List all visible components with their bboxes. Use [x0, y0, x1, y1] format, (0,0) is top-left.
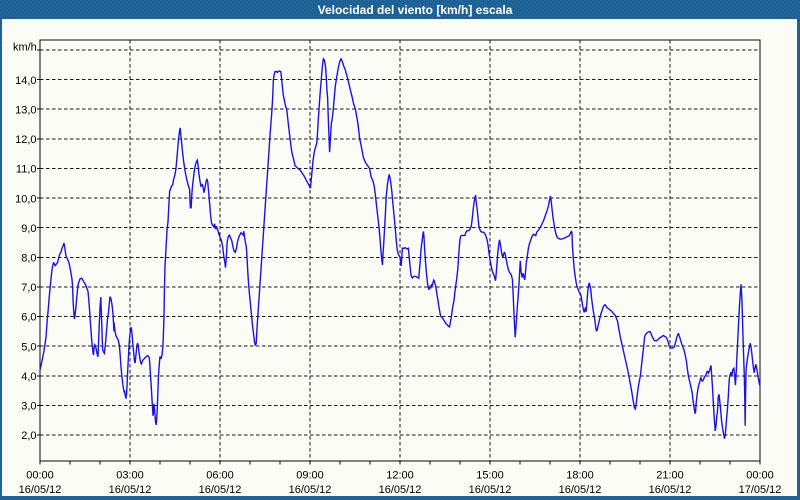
svg-text:10,0: 10,0 [15, 193, 36, 205]
svg-text:6,0: 6,0 [21, 312, 36, 324]
svg-text:00:00: 00:00 [746, 470, 774, 482]
svg-text:16/05/12: 16/05/12 [289, 484, 332, 496]
svg-text:8,0: 8,0 [21, 253, 36, 265]
svg-text:06:00: 06:00 [206, 470, 234, 482]
svg-text:17/05/12: 17/05/12 [739, 484, 782, 496]
svg-text:Velocidad del viento [km/h] es: Velocidad del viento [km/h] escala [318, 3, 513, 17]
svg-text:21:00: 21:00 [656, 470, 684, 482]
svg-text:16/05/12: 16/05/12 [19, 484, 62, 496]
svg-text:12,0: 12,0 [15, 134, 36, 146]
svg-text:18:00: 18:00 [566, 470, 594, 482]
svg-text:7,0: 7,0 [21, 282, 36, 294]
svg-text:11,0: 11,0 [16, 164, 37, 176]
svg-text:4,0: 4,0 [21, 371, 36, 383]
svg-text:km/h: km/h [13, 42, 37, 54]
svg-text:16/05/12: 16/05/12 [109, 484, 152, 496]
svg-text:15:00: 15:00 [476, 470, 504, 482]
svg-text:16/05/12: 16/05/12 [199, 484, 242, 496]
svg-text:16/05/12: 16/05/12 [559, 484, 602, 496]
svg-text:13,0: 13,0 [15, 104, 36, 116]
svg-text:14,0: 14,0 [15, 75, 36, 87]
svg-text:16/05/12: 16/05/12 [379, 484, 422, 496]
svg-text:2,0: 2,0 [21, 430, 36, 442]
svg-text:09:00: 09:00 [296, 470, 324, 482]
svg-text:00:00: 00:00 [26, 470, 54, 482]
svg-text:16/05/12: 16/05/12 [649, 484, 692, 496]
svg-text:12:00: 12:00 [386, 470, 414, 482]
svg-text:9,0: 9,0 [21, 223, 36, 235]
svg-text:3,0: 3,0 [21, 401, 36, 413]
svg-text:16/05/12: 16/05/12 [469, 484, 512, 496]
svg-text:03:00: 03:00 [116, 470, 144, 482]
svg-text:5,0: 5,0 [21, 341, 36, 353]
